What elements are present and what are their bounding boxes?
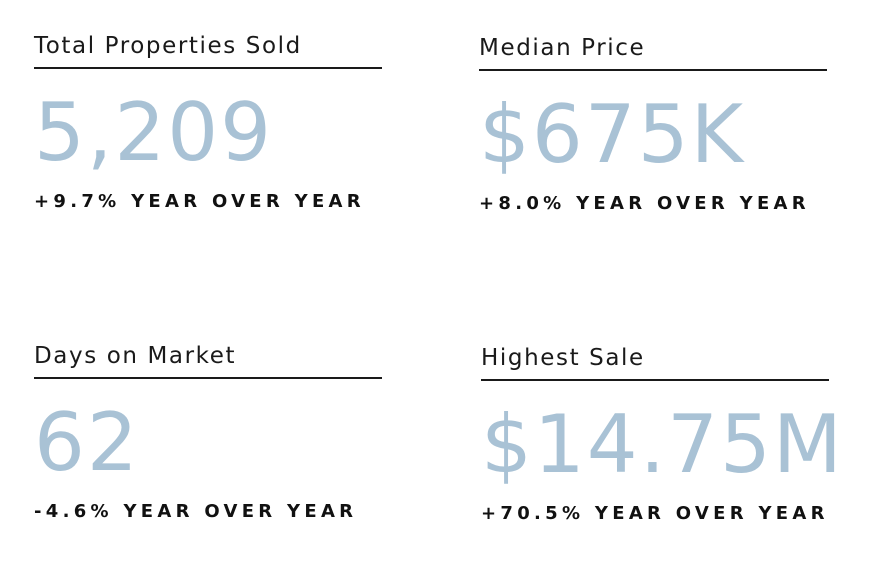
stat-title: Days on Market bbox=[34, 343, 237, 369]
divider bbox=[481, 379, 829, 381]
stat-value: 62 bbox=[34, 396, 140, 489]
stat-value: $14.75M bbox=[481, 398, 844, 491]
stat-value: $675K bbox=[479, 88, 746, 181]
stat-change: +8.0% YEAR OVER YEAR bbox=[479, 193, 810, 214]
stat-change: -4.6% YEAR OVER YEAR bbox=[34, 501, 358, 522]
divider bbox=[34, 67, 382, 69]
stat-days-on-market: Days on Market 62 -4.6% YEAR OVER YEAR bbox=[34, 342, 382, 523]
stat-change: +70.5% YEAR OVER YEAR bbox=[481, 503, 829, 524]
stat-title: Median Price bbox=[479, 35, 646, 61]
stat-title: Highest Sale bbox=[481, 345, 645, 371]
stat-title: Total Properties Sold bbox=[34, 33, 302, 59]
stat-highest-sale: Highest Sale $14.75M +70.5% YEAR OVER YE… bbox=[481, 344, 844, 525]
stat-total-properties-sold: Total Properties Sold 5,209 +9.7% YEAR O… bbox=[34, 32, 382, 213]
stat-median-price: Median Price $675K +8.0% YEAR OVER YEAR bbox=[479, 34, 827, 215]
divider bbox=[34, 377, 382, 379]
stat-value: 5,209 bbox=[34, 86, 274, 179]
stat-change: +9.7% YEAR OVER YEAR bbox=[34, 191, 365, 212]
divider bbox=[479, 69, 827, 71]
